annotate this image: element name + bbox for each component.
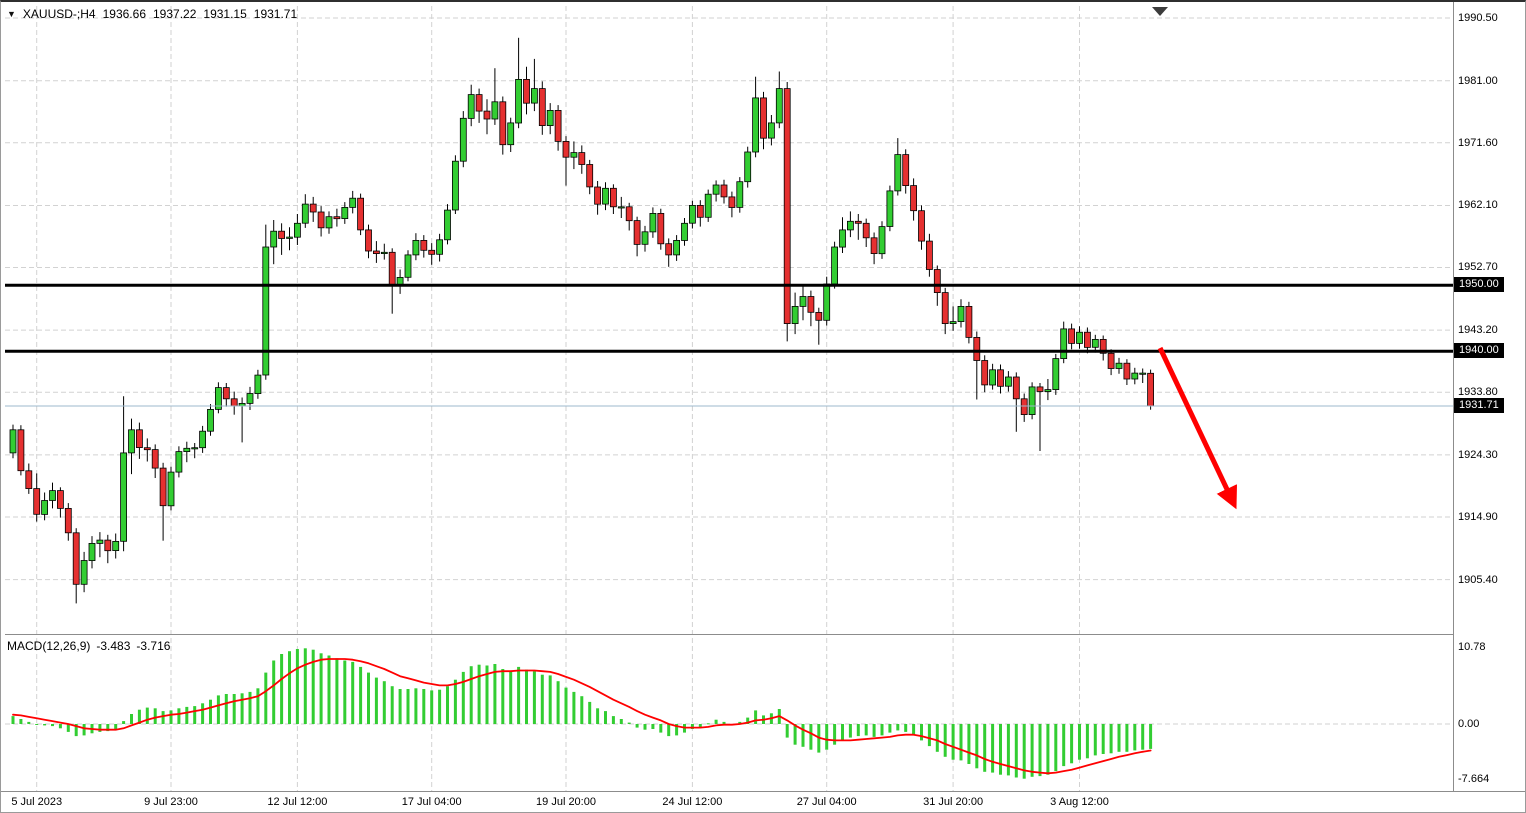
macd-label: MACD(12,26,9): [7, 639, 91, 653]
ohlc-low: 1931.15: [203, 7, 247, 21]
chart-shift-marker-icon[interactable]: [1152, 7, 1168, 16]
time-axis[interactable]: [1, 792, 1453, 812]
ohlc-close: 1931.71: [253, 7, 298, 21]
ohlc-high: 1937.22: [153, 7, 197, 21]
symbol-dropdown-icon[interactable]: ▼: [7, 9, 16, 19]
macd-indicator-legend: MACD(12,26,9) -3.483 -3.716: [7, 639, 170, 653]
macd-signal-value: -3.716: [136, 639, 171, 653]
macd-main-value: -3.483: [96, 639, 131, 653]
trend-arrow-annotation[interactable]: [1157, 346, 1238, 510]
price-axis[interactable]: [1453, 2, 1525, 792]
ohlc-open: 1936.66: [102, 7, 146, 21]
chart-legend: ▼ XAUUSD-;H4 1936.66 1937.22 1931.15 193…: [7, 7, 297, 21]
symbol-timeframe-label: XAUUSD-;H4: [22, 7, 96, 21]
